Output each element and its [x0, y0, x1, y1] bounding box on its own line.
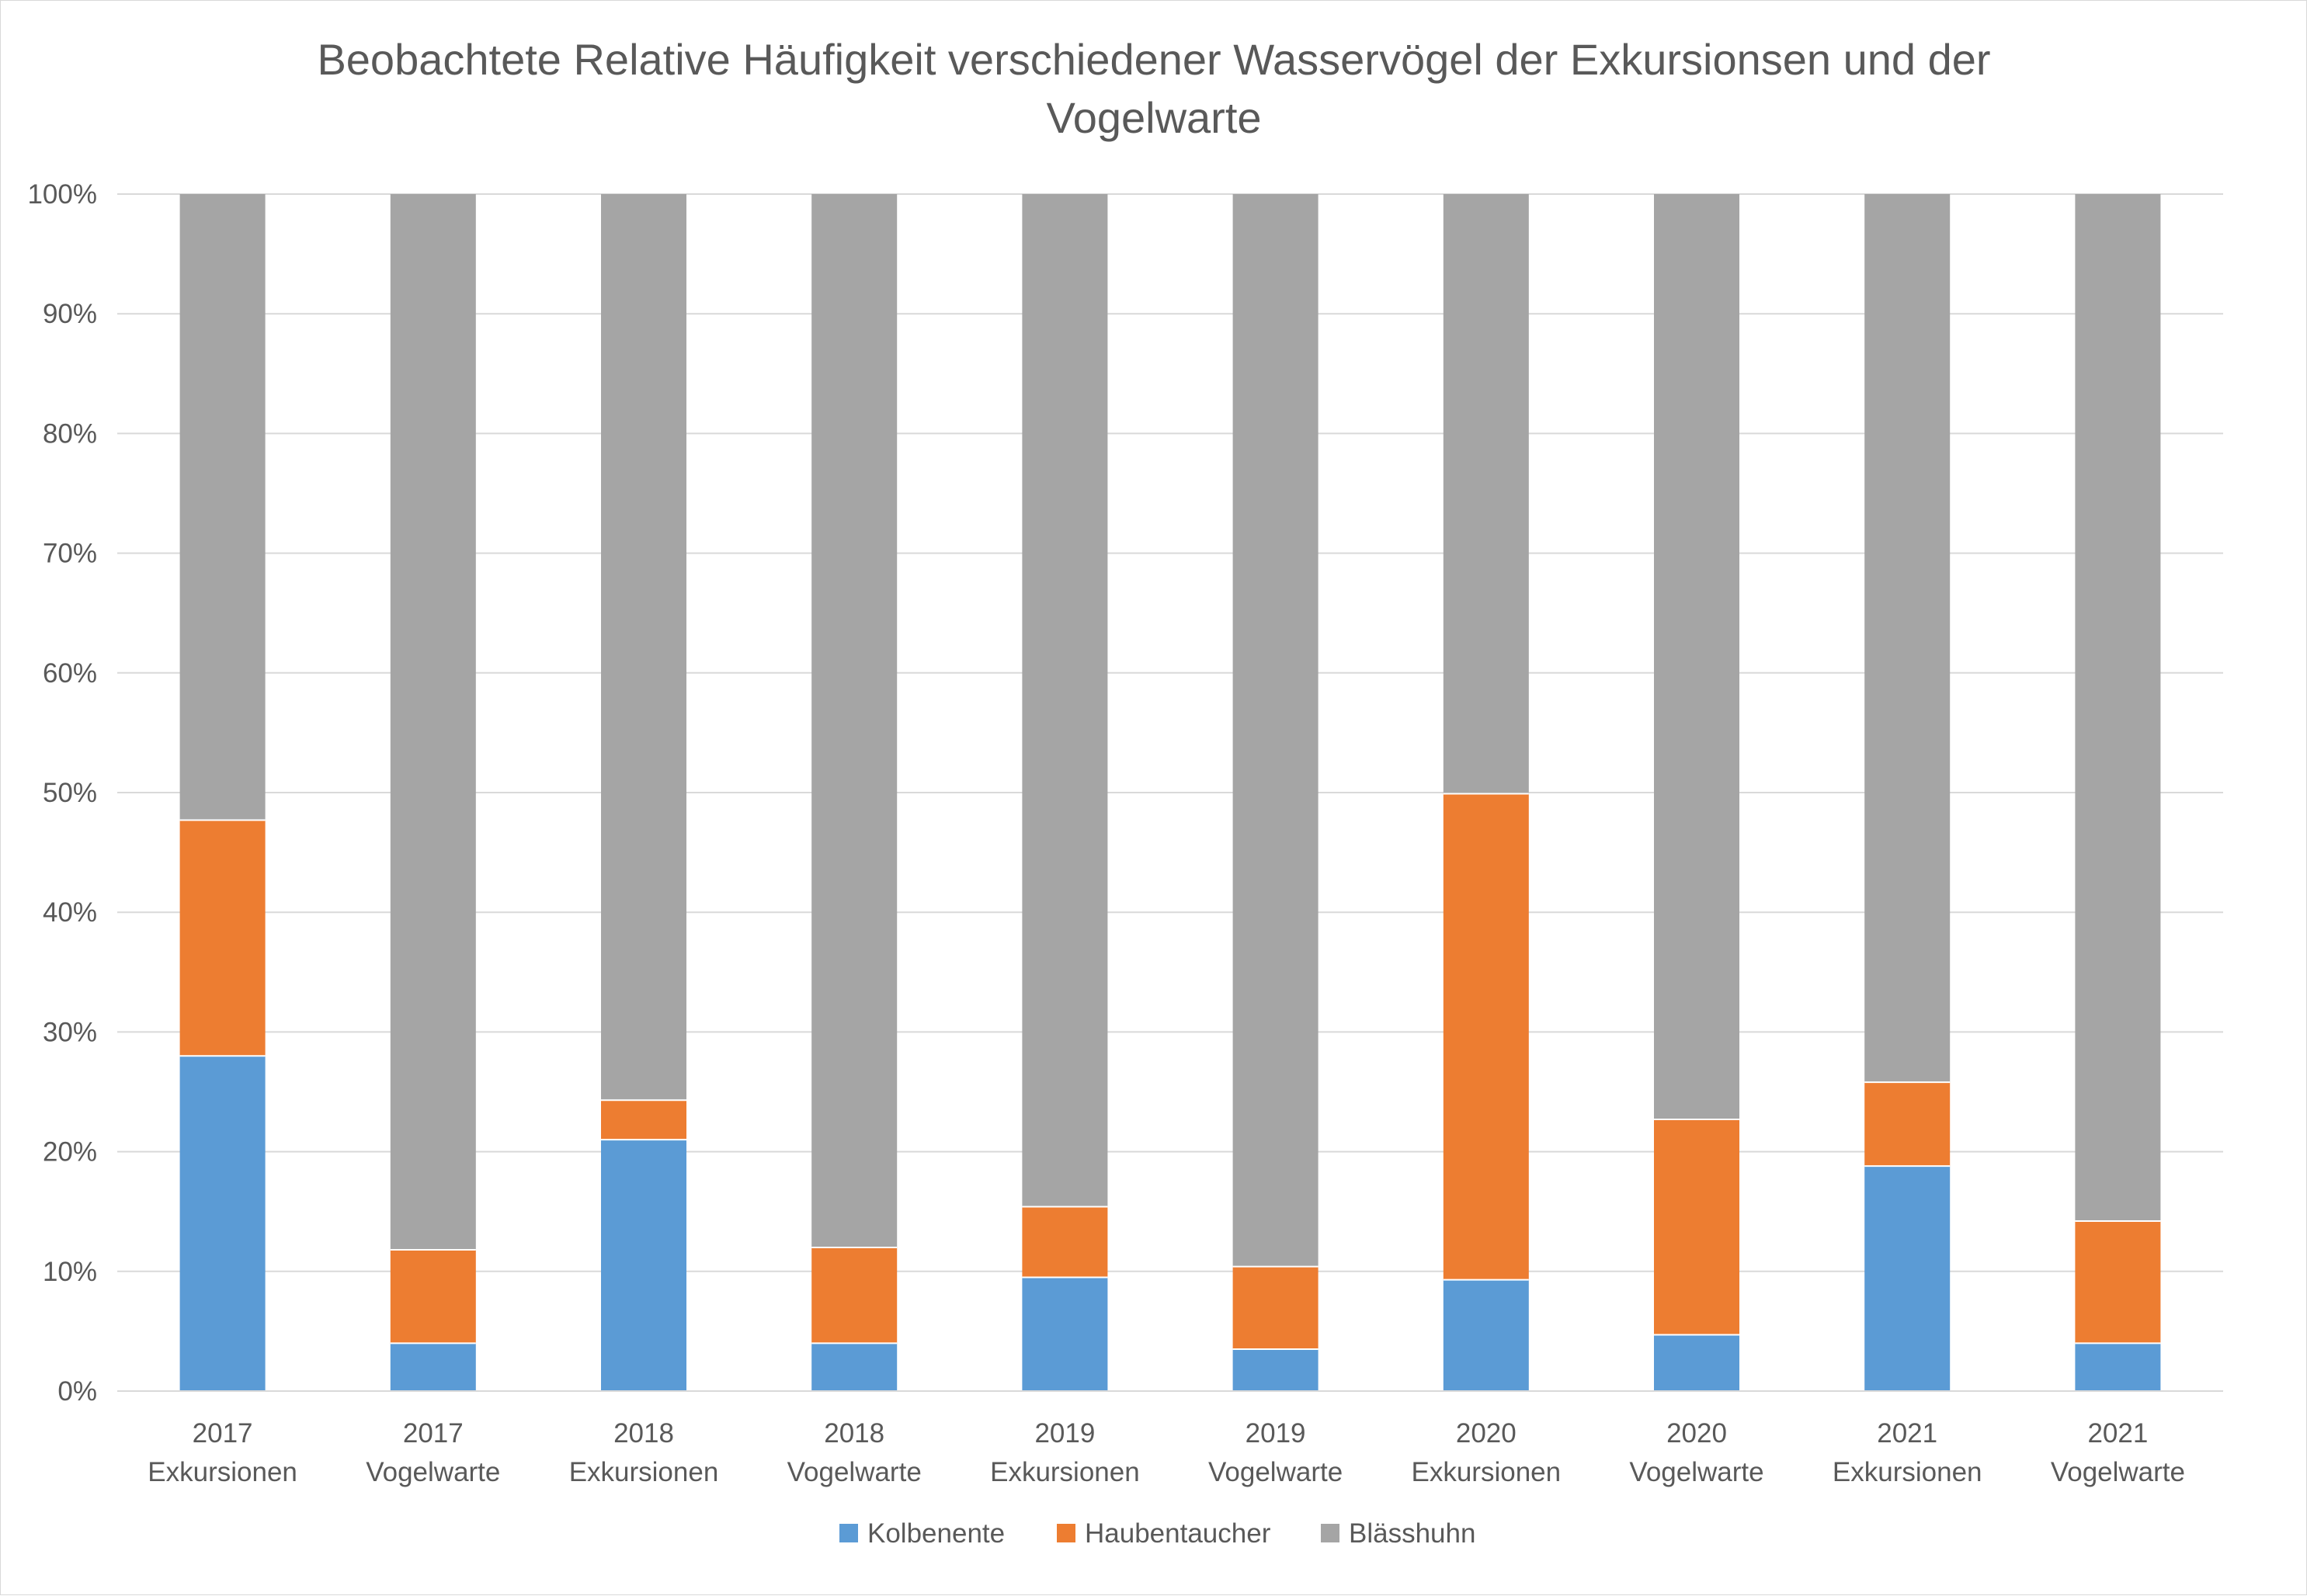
- bar-kolbenente-2020-vogelwarte: [1654, 1334, 1739, 1391]
- bar-blässhuhn-2021-exkursionen: [1864, 194, 1951, 1083]
- y-tick-label: 80%: [43, 418, 97, 449]
- y-tick-label: 90%: [43, 299, 97, 329]
- bar-kolbenente-2017-vogelwarte: [390, 1343, 476, 1391]
- x-tick-label: Vogelwarte: [2051, 1457, 2185, 1487]
- y-tick-label: 50%: [43, 778, 97, 808]
- x-tick-label: 2020: [1456, 1418, 1517, 1449]
- x-tick-label: 2018: [613, 1418, 674, 1449]
- bar-blässhuhn-2018-vogelwarte: [811, 194, 898, 1247]
- y-tick-label: 20%: [43, 1137, 97, 1168]
- y-tick-label: 100%: [27, 179, 97, 210]
- chart-title-line-2: Vogelwarte: [1046, 93, 1261, 142]
- y-tick-label: 0%: [57, 1376, 97, 1407]
- x-axis-ticks: 2017 Exkursionen 2017 Vogelwarte 2018 Exkursi…: [148, 1418, 2185, 1487]
- x-tick-label: Exkursionen: [1833, 1457, 1982, 1487]
- bar-blässhuhn-2017-vogelwarte: [390, 194, 476, 1251]
- legend-label-haubentaucher: Haubentaucher: [1085, 1518, 1271, 1549]
- legend: Kolbenente Haubentaucher Blässhuhn: [839, 1518, 1475, 1549]
- y-tick-label: 60%: [43, 658, 97, 689]
- bar-blässhuhn-2019-exkursionen: [1022, 194, 1108, 1207]
- bar-blässhuhn-2017-exkursionen: [179, 194, 266, 821]
- bar-haubentaucher-2019-vogelwarte: [1232, 1266, 1319, 1350]
- bar-kolbenente-2019-exkursionen: [1022, 1277, 1108, 1391]
- bar-haubentaucher-2020-vogelwarte: [1654, 1119, 1739, 1335]
- bar-blässhuhn-2019-vogelwarte: [1232, 194, 1319, 1267]
- bar-haubentaucher-2018-exkursionen: [601, 1100, 686, 1140]
- legend-swatch-kolbenente: [839, 1524, 858, 1542]
- bar-haubentaucher-2017-exkursionen: [179, 820, 266, 1056]
- bar-haubentaucher-2017-vogelwarte: [390, 1250, 476, 1344]
- bar-kolbenente-2021-vogelwarte: [2075, 1343, 2161, 1391]
- y-tick-label: 10%: [43, 1257, 97, 1287]
- bars: [179, 194, 2161, 1391]
- x-tick-label: 2019: [1246, 1418, 1306, 1449]
- bar-blässhuhn-2021-vogelwarte: [2075, 194, 2161, 1222]
- bar-haubentaucher-2018-vogelwarte: [811, 1247, 898, 1344]
- chart-title: Beobachtete Relative Häufigkeit verschie…: [317, 35, 1990, 142]
- x-tick-label: 2021: [2087, 1418, 2148, 1449]
- x-tick-label: Exkursionen: [1411, 1457, 1561, 1487]
- legend-label-kolbenente: Kolbenente: [867, 1518, 1005, 1549]
- bar-kolbenente-2020-exkursionen: [1443, 1279, 1529, 1391]
- x-tick-label: 2017: [403, 1418, 464, 1449]
- bar-kolbenente-2017-exkursionen: [179, 1056, 266, 1391]
- x-tick-label: Exkursionen: [569, 1457, 719, 1487]
- y-tick-label: 30%: [43, 1017, 97, 1047]
- y-tick-label: 70%: [43, 539, 97, 569]
- bar-kolbenente-2018-exkursionen: [601, 1140, 686, 1391]
- x-tick-label: 2018: [824, 1418, 884, 1449]
- y-axis-ticks: 0% 10% 20% 30% 40% 50% 60% 70% 80% 90% 100%: [27, 179, 97, 1407]
- y-tick-label: 40%: [43, 897, 97, 928]
- x-tick-label: 2019: [1034, 1418, 1095, 1449]
- x-tick-label: Vogelwarte: [1629, 1457, 1763, 1487]
- bar-blässhuhn-2020-vogelwarte: [1654, 194, 1739, 1119]
- legend-label-blässhuhn: Blässhuhn: [1349, 1518, 1475, 1549]
- x-tick-label: 2021: [1877, 1418, 1937, 1449]
- bar-haubentaucher-2021-vogelwarte: [2075, 1221, 2161, 1344]
- x-tick-label: Vogelwarte: [1208, 1457, 1343, 1487]
- bar-haubentaucher-2020-exkursionen: [1443, 793, 1529, 1280]
- bar-kolbenente-2019-vogelwarte: [1232, 1349, 1319, 1391]
- legend-swatch-blässhuhn: [1321, 1524, 1339, 1542]
- x-tick-label: Exkursionen: [990, 1457, 1140, 1487]
- x-tick-label: Vogelwarte: [787, 1457, 922, 1487]
- bar-kolbenente-2018-vogelwarte: [811, 1343, 898, 1391]
- bar-haubentaucher-2019-exkursionen: [1022, 1206, 1108, 1278]
- x-tick-label: Exkursionen: [148, 1457, 297, 1487]
- bar-blässhuhn-2020-exkursionen: [1443, 194, 1529, 794]
- chart-title-line-1: Beobachtete Relative Häufigkeit verschie…: [317, 35, 1990, 84]
- x-tick-label: 2020: [1666, 1418, 1727, 1449]
- x-tick-label: Vogelwarte: [366, 1457, 500, 1487]
- bar-blässhuhn-2018-exkursionen: [601, 194, 686, 1101]
- x-tick-label: 2017: [193, 1418, 253, 1449]
- bar-haubentaucher-2021-exkursionen: [1864, 1082, 1951, 1167]
- bar-kolbenente-2021-exkursionen: [1864, 1166, 1951, 1391]
- legend-swatch-haubentaucher: [1057, 1524, 1075, 1542]
